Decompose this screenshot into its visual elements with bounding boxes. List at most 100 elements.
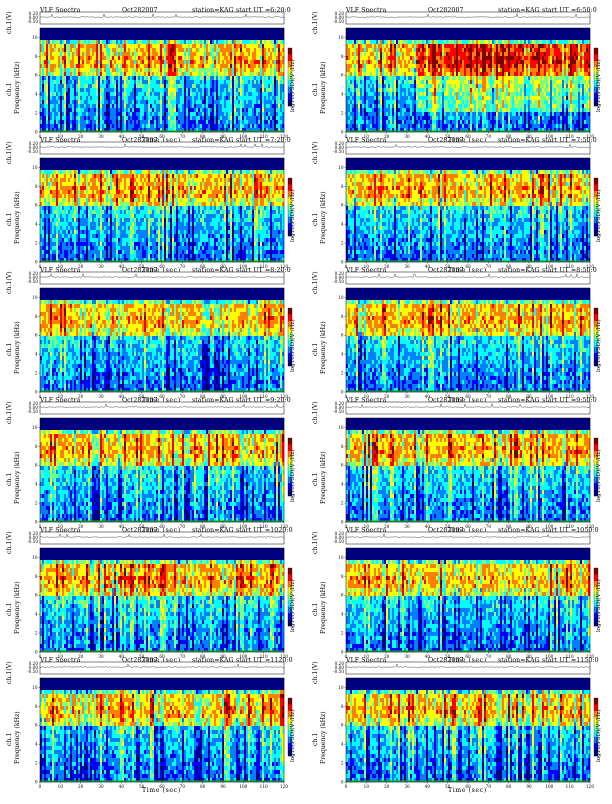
spectrogram-cell <box>460 28 462 32</box>
spectrogram-cell <box>366 92 368 96</box>
spectrogram-cell <box>450 48 452 52</box>
spectrogram-cell <box>92 48 94 52</box>
spectrogram-cell <box>478 44 480 48</box>
spectrogram-cell <box>470 124 472 128</box>
spectrogram-cell <box>356 80 358 84</box>
spectrogram-cell <box>250 116 252 120</box>
spectrogram-cell <box>200 100 202 104</box>
spectrogram-cell <box>274 116 276 120</box>
spectrogram-cell <box>404 84 406 88</box>
spectrogram-cell <box>258 104 260 108</box>
spectrogram-cell <box>60 116 62 120</box>
spectrogram-cell <box>380 44 382 48</box>
spectrogram-cell <box>438 104 440 108</box>
spectrogram-cell <box>226 64 228 68</box>
spectrogram-cell <box>362 112 364 116</box>
spectrogram-cell <box>418 28 420 32</box>
spectrogram-cell <box>458 116 460 120</box>
spectrogram-cell <box>422 68 424 72</box>
spectrogram-cell <box>176 80 178 84</box>
spectrogram-cell <box>392 88 394 92</box>
spectrogram-cell <box>56 84 58 88</box>
spectrogram-cell <box>90 84 92 88</box>
spectrogram-cell <box>448 68 450 72</box>
spectrogram-cell <box>106 56 108 60</box>
spectrogram-cell <box>180 56 182 60</box>
spectrogram-cell <box>198 52 200 56</box>
spectrogram-cell <box>214 88 216 92</box>
spectrogram-cell <box>70 36 72 40</box>
spectrogram-cell <box>136 52 138 56</box>
spectrogram-cell <box>476 96 478 100</box>
spectrogram-cell <box>354 120 356 124</box>
spectrogram-cell <box>472 116 474 120</box>
spectrogram-cell <box>42 60 44 64</box>
spectrogram-cell <box>90 36 92 40</box>
spectrogram-cell <box>444 120 446 124</box>
spectrogram-cell <box>62 100 64 104</box>
spectrogram-cell <box>440 60 442 64</box>
spectrogram-cell <box>142 116 144 120</box>
spectrogram-cell <box>68 124 70 128</box>
spectrogram-cell <box>140 48 142 52</box>
spectrogram-cell <box>398 96 400 100</box>
spectrogram-cell <box>428 88 430 92</box>
spectrogram-cell <box>112 40 114 44</box>
spectrogram-cell <box>114 76 116 80</box>
spectrogram-cell <box>396 124 398 128</box>
spectrogram-cell <box>74 96 76 100</box>
spectrogram-cell <box>452 64 454 68</box>
spectrogram-cell <box>446 108 448 112</box>
spectrogram-cell <box>154 32 156 36</box>
spectrogram-cell <box>116 56 118 60</box>
spectrogram-cell <box>60 32 62 36</box>
spectrogram-cell <box>378 28 380 32</box>
voltage-tick-label: -0.50 <box>27 19 38 24</box>
spectrogram-cell <box>64 88 66 92</box>
spectrogram-cell <box>128 40 130 44</box>
spectrogram-cell <box>374 120 376 124</box>
spectrogram-cell <box>62 40 64 44</box>
spectrogram-cell <box>398 52 400 56</box>
spectrogram-cell <box>458 92 460 96</box>
colorbar-label: log10(PSD)(V²/Hz) <box>290 59 296 112</box>
spectrogram-cell <box>98 64 100 68</box>
spectrogram-cell <box>270 44 272 48</box>
spectrogram-cell <box>260 36 262 40</box>
spectrogram-cell <box>348 76 350 80</box>
spectrogram-cell <box>356 32 358 36</box>
spectrogram-cell <box>276 80 278 84</box>
spectrogram-cell <box>178 52 180 56</box>
spectrogram-cell <box>444 72 446 76</box>
spectrogram-cell <box>78 40 80 44</box>
spectrogram-cell <box>198 92 200 96</box>
spectrogram-cell <box>60 104 62 108</box>
spectrogram-cell <box>416 52 418 56</box>
spectrogram-cell <box>422 72 424 76</box>
spectrogram-cell <box>150 32 152 36</box>
spectrogram-cell <box>228 88 230 92</box>
spectrogram-cell <box>444 52 446 56</box>
spectrogram-cell <box>368 64 370 68</box>
spectrogram-cell <box>234 88 236 92</box>
spectrogram-cell <box>430 104 432 108</box>
spectrogram-cell <box>176 40 178 44</box>
spectrogram-cell <box>176 64 178 68</box>
spectrogram-cell <box>164 80 166 84</box>
spectrogram-cell <box>190 72 192 76</box>
spectrogram-cell <box>124 32 126 36</box>
spectrogram-cell <box>442 116 444 120</box>
spectrogram-cell <box>360 96 362 100</box>
spectrogram-cell <box>244 88 246 92</box>
spectrogram-cell <box>190 40 192 44</box>
spectrogram-cell <box>468 84 470 88</box>
spectrogram-cell <box>154 40 156 44</box>
spectrogram-cell <box>382 104 384 108</box>
spectrogram-cell <box>152 76 154 80</box>
spectrogram-cell <box>128 44 130 48</box>
spectrogram-cell <box>68 60 70 64</box>
spectrogram-cell <box>62 88 64 92</box>
spectrogram-cell <box>42 64 44 68</box>
spectrogram-cell <box>192 100 194 104</box>
spectrogram-cell <box>428 120 430 124</box>
